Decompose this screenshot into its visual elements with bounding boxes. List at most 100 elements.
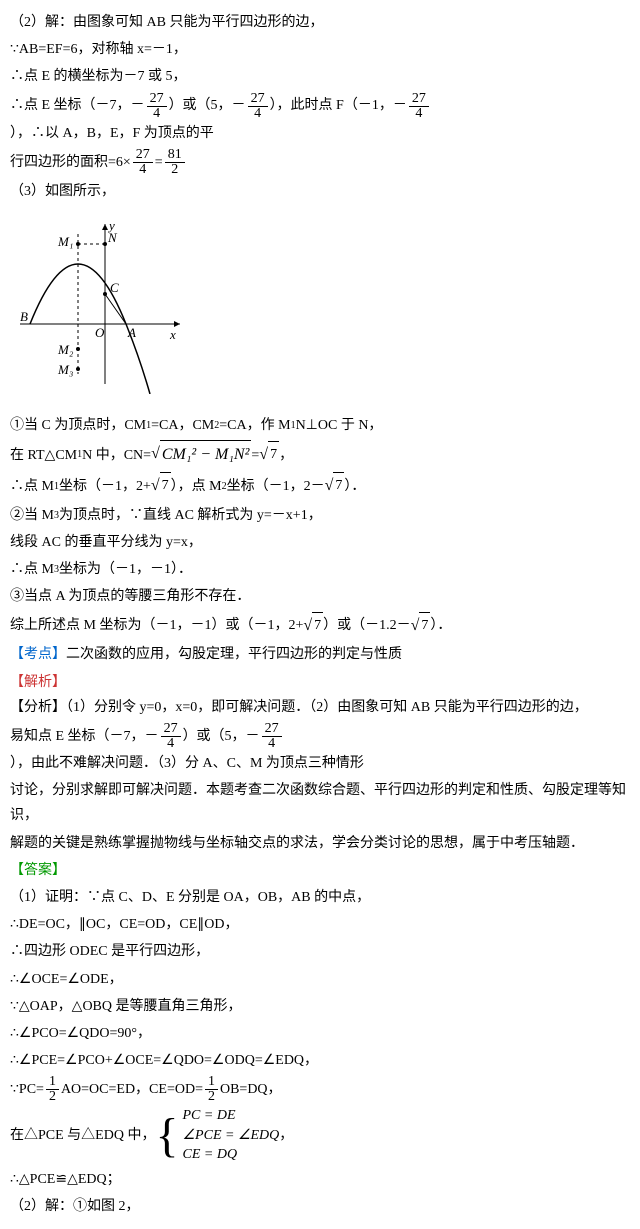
point-c: [103, 292, 107, 296]
text: ②当 M: [10, 503, 54, 528]
sqrt-7: 7: [325, 472, 345, 501]
label-m3: M₃: [57, 362, 73, 377]
text: ∴△PCE≌△EDQ；: [10, 1167, 121, 1192]
text: （1）证明：∵点 C、D、E 分别是 OA，OB，AB 的中点，: [10, 885, 370, 910]
text: 行四边形的面积=6×: [10, 150, 131, 175]
proof-11: （2）解：①如图 2，: [10, 1194, 630, 1219]
kaodian-label: 【考点】: [10, 642, 66, 667]
kaodian-line: 【考点】 二次函数的应用，勾股定理，平行四边形的判定与性质: [10, 642, 630, 667]
eq2: ∠PCE = ∠EDQ: [183, 1126, 280, 1146]
eq3: CE = DQ: [183, 1145, 280, 1165]
denominator: 4: [164, 737, 177, 751]
numerator: 1: [205, 1075, 218, 1090]
proof-7: ∴∠PCE=∠PCO+∠OCE=∠QDO=∠ODQ=∠EDQ，: [10, 1048, 630, 1073]
text: ）或（5，－: [169, 93, 246, 118]
fraction-27-4: 274: [262, 722, 282, 751]
sqrt-7: 7: [259, 441, 279, 470]
line-summary: 综上所述点 M 坐标为（－1，－1）或（－1，2+ 7 ）或（－1.2－ 7 ）…: [10, 612, 630, 641]
text: ∵△OAP，△OBQ 是等腰直角三角形，: [10, 994, 242, 1019]
text: ∴点 M: [10, 474, 54, 499]
line-e-coords: ∴点 E 坐标（－7，－ 274 ）或（5，－ 274 ），此时点 F（－1，－…: [10, 92, 630, 146]
text: ∵AB=EF=6，对称轴 x=－1，: [10, 37, 187, 62]
graph-svg: y x O A B C N M₁ M₂ M₃: [10, 214, 190, 394]
radicand: 7: [312, 612, 323, 641]
denominator: 4: [412, 107, 425, 121]
text: AO=OC=ED，CE=OD=: [61, 1077, 203, 1102]
text: 坐标为（－1，－1）．: [59, 557, 192, 582]
jiexi-line-2: 易知点 E 坐标（－7，－ 274 ）或（5，－ 274 ），由此不难解决问题．…: [10, 722, 630, 776]
jiexi-label: 【解析】: [10, 670, 66, 695]
text: 为顶点时，∵直线 AC 解析式为 y=－x+1，: [59, 503, 322, 528]
text: 坐标（－1，2+: [59, 474, 151, 499]
sqrt-expr: CM₁² − M₁N²: [151, 440, 251, 470]
text: 综上所述点 M 坐标为（－1，－1）或（－1，2+: [10, 613, 303, 638]
line-rt-triangle: 在 RT△CM1 N 中，CN= CM₁² − M₁N² = 7 ，: [10, 440, 630, 470]
denominator: 4: [265, 737, 278, 751]
numerator: 27: [133, 148, 153, 163]
text: =CA，作 M: [219, 413, 290, 438]
ac-line: [105, 294, 126, 324]
text: N 中，CN=: [82, 443, 151, 468]
proof-2: ∴DE=OC，∥OC，CE=OD，CE∥OD，: [10, 912, 630, 937]
point-m1: [76, 242, 80, 246]
parabola-graph: y x O A B C N M₁ M₂ M₃: [10, 214, 630, 403]
text: OB=DQ，: [220, 1077, 282, 1102]
line-perp-bisector: 线段 AC 的垂直平分线为 y=x，: [10, 530, 630, 555]
fraction-27-4: 274: [133, 148, 153, 177]
label-n: N: [107, 230, 118, 245]
text: ∴点 E 的横坐标为－7 或 5，: [10, 64, 187, 89]
text: 解题的关键是熟练掌握抛物线与坐标轴交点的求法，学会分类讨论的思想，属于中考压轴题…: [10, 831, 584, 856]
numerator: 27: [161, 722, 181, 737]
numerator: 1: [46, 1075, 59, 1090]
denominator: 4: [251, 107, 264, 121]
label-m2: M₂: [57, 342, 74, 357]
text: （2）解：①如图 2，: [10, 1194, 140, 1219]
line-m3-coord: ∴点 M3 坐标为（－1，－1）．: [10, 557, 630, 582]
fraction-27-4: 274: [161, 722, 181, 751]
text: N⊥OC 于 N，: [296, 413, 383, 438]
text: 线段 AC 的垂直平分线为 y=x，: [10, 530, 202, 555]
jiexi-line-3: 讨论，分别求解即可解决问题．本题考查二次函数综合题、平行四边形的判定和性质、勾股…: [10, 778, 630, 828]
text: =CA，CM: [151, 413, 214, 438]
line-area: 行四边形的面积=6× 274 = 812: [10, 148, 630, 177]
text: ）或（5，－: [183, 724, 260, 749]
label-c: C: [110, 280, 119, 295]
text: ∴∠PCO=∠QDO=90°，: [10, 1021, 151, 1046]
numerator: 27: [248, 92, 268, 107]
radicand: CM₁² − M₁N²: [160, 440, 252, 470]
denominator: 2: [168, 163, 181, 177]
text: ∵PC=: [10, 1077, 44, 1102]
text: 【分析】（1）分别令 y=0，x=0，即可解决问题．（2）由图象可知 AB 只能…: [10, 695, 588, 720]
point-m2: [76, 347, 80, 351]
radicand: 7: [419, 612, 430, 641]
denominator: 2: [205, 1090, 218, 1104]
line-3-intro: （3）如图所示，: [10, 179, 630, 204]
fraction-27-4: 274: [248, 92, 268, 121]
line-case3: ③当点 A 为顶点的等腰三角形不存在．: [10, 584, 630, 609]
text: ），由此不难解决问题．（3）分 A、C、M 为顶点三种情形: [10, 751, 364, 776]
proof-10: ∴△PCE≌△EDQ；: [10, 1167, 630, 1192]
proof-8: ∵PC= 12 AO=OC=ED，CE=OD= 12 OB=DQ，: [10, 1075, 630, 1104]
label-x: x: [169, 327, 176, 342]
eq1: PC = DE: [183, 1106, 280, 1126]
daan-line: 【答案】: [10, 858, 630, 883]
numerator: 81: [165, 148, 185, 163]
line-e-x: ∴点 E 的横坐标为－7 或 5，: [10, 64, 630, 89]
text: ）或（－1.2－: [323, 613, 411, 638]
text: （3）如图所示，: [10, 179, 115, 204]
label-a: A: [127, 325, 136, 340]
denominator: 4: [150, 107, 163, 121]
denominator: 2: [46, 1090, 59, 1104]
fraction-81-2: 812: [165, 148, 185, 177]
text: ，: [279, 443, 293, 468]
left-brace: {: [155, 1112, 178, 1160]
sqrt-7: 7: [303, 612, 323, 641]
numerator: 27: [147, 92, 167, 107]
numerator: 27: [409, 92, 429, 107]
line-case2: ②当 M3 为顶点时，∵直线 AC 解析式为 y=－x+1，: [10, 503, 630, 528]
jiexi-line-4: 解题的关键是熟练掌握抛物线与坐标轴交点的求法，学会分类讨论的思想，属于中考压轴题…: [10, 831, 630, 856]
text: （2）解：由图象可知 AB 只能为平行四边形的边，: [10, 10, 323, 35]
text: ）．: [430, 613, 451, 638]
proof-3: ∴四边形 ODEC 是平行四边形，: [10, 939, 630, 964]
text: ），∴以 A，B，E，F 为顶点的平: [10, 121, 214, 146]
